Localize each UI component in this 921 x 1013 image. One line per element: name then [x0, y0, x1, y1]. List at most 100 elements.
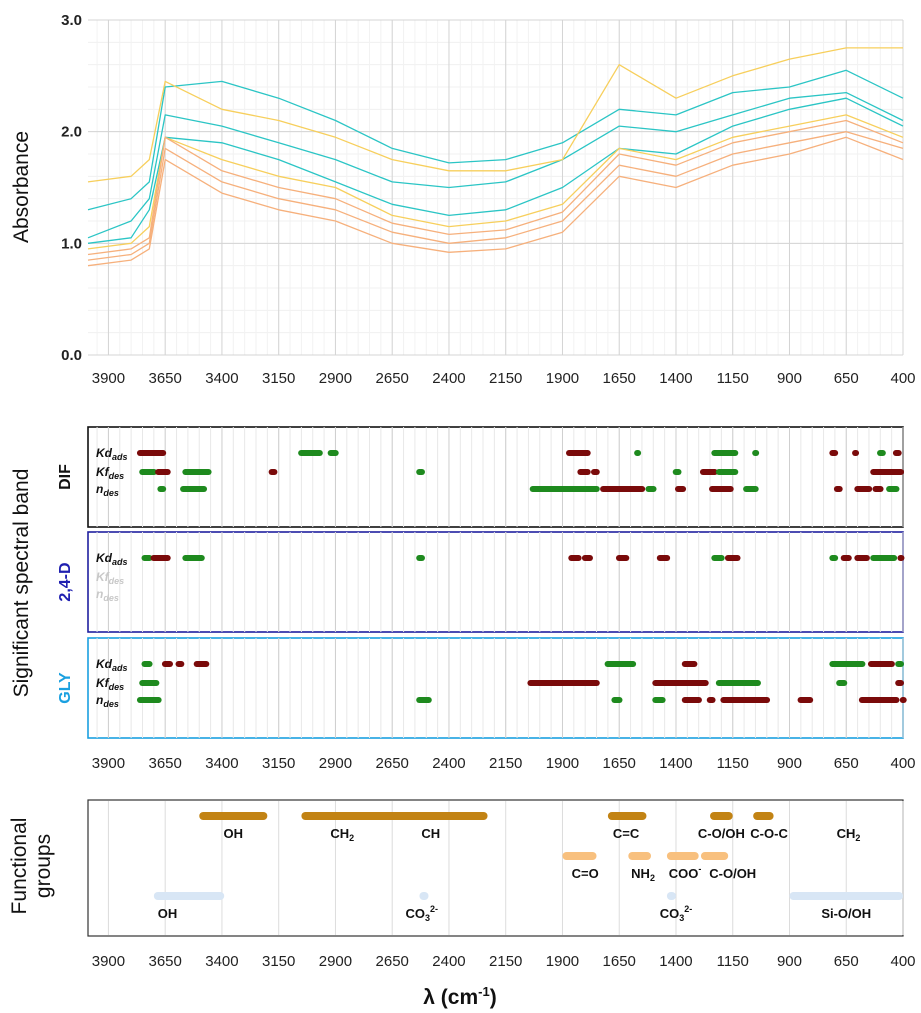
x-tick-label: 900	[777, 370, 802, 387]
row-label-base: Kd	[96, 551, 113, 565]
row-label-subscript: des	[103, 593, 119, 603]
functional-group-label-subscript: 2	[650, 873, 655, 883]
row-label-base: Kf	[96, 570, 110, 584]
band-row-label: Kfdes	[96, 570, 124, 586]
x-tick-label: 2900	[319, 370, 352, 387]
functional-group-label: C=C	[613, 826, 640, 841]
x-tick-label: 2150	[489, 370, 522, 387]
functional-group-label-text: CH	[330, 826, 349, 841]
functional-group-label-text: CO	[660, 906, 680, 921]
functional-groups-x-ticks: 3900 3650 3400 3150 2900 2650 2400 2150 1900 1650…	[92, 953, 916, 970]
spectrum-line-6	[87, 131, 904, 261]
functional-group-label: NH2	[631, 866, 655, 883]
band-row-label: Kdads	[96, 446, 128, 462]
band-panel-name: DIF	[57, 464, 74, 490]
functional-group-label: C-O/OH	[709, 866, 756, 881]
spectrum-line-4	[87, 47, 903, 183]
x-tick-label: 3650	[148, 370, 181, 387]
functional-group-label-superscript: -	[698, 864, 701, 874]
x-tick-label: 3150	[262, 755, 295, 772]
y-tick-label: 2.0	[61, 124, 82, 141]
x-tick-label: 650	[834, 953, 859, 970]
row-label-subscript: des	[109, 471, 125, 481]
functional-group-label-text: Si-O/OH	[821, 906, 871, 921]
x-tick-label: 400	[890, 755, 915, 772]
functional-group-label-text: NH	[631, 866, 650, 881]
absorbance-gridlines	[88, 19, 904, 356]
functional-group-label-subscript: 2	[855, 833, 860, 843]
spectrum-line-3	[87, 97, 904, 244]
band-row-label: ndes	[96, 587, 119, 603]
x-tick-label: 2900	[319, 953, 352, 970]
x-tick-label: 1400	[659, 755, 692, 772]
x-tick-label: 3400	[205, 953, 238, 970]
band-row-label: Kdads	[96, 657, 128, 673]
functional-group-label: Si-O/OH	[821, 906, 871, 921]
spectrum-line-2	[87, 69, 904, 211]
functional-group-label: OH	[158, 906, 178, 921]
band-row-label: Kfdes	[96, 465, 124, 481]
x-tick-label: 1150	[717, 370, 749, 387]
x-tick-label: 2900	[319, 755, 352, 772]
absorbance-series	[87, 47, 904, 267]
x-tick-label: 2150	[489, 755, 522, 772]
x-tick-label: 1900	[546, 755, 579, 772]
functional-group-label: C=O	[572, 866, 599, 881]
x-axis-label: λ (cm-1)	[423, 984, 496, 1009]
x-tick-label: 2400	[432, 953, 465, 970]
x-tick-label: 1650	[603, 755, 636, 772]
functional-group-label-subscript: 3	[679, 913, 684, 923]
x-tick-label: 3650	[148, 953, 181, 970]
functional-group-label-text: C-O/OH	[698, 826, 745, 841]
functional-groups-bars	[153, 812, 903, 900]
x-tick-label: 3150	[262, 370, 295, 387]
functional-group-label-text: OH	[158, 906, 178, 921]
spectrum-line-1	[87, 91, 904, 239]
x-tick-label: 1150	[717, 755, 749, 772]
row-label-base: n	[96, 693, 103, 707]
band-row-label: Kfdes	[96, 676, 124, 692]
functional-group-label: CH	[421, 826, 440, 841]
x-tick-label: 650	[834, 370, 859, 387]
absorbance-x-ticks: 3900 3650 3400 3150 2900 2650 2400 2150 1900 1650…	[92, 370, 916, 387]
functional-group-label: CH2	[330, 826, 354, 843]
y-tick-label: 0.0	[61, 347, 82, 364]
row-label-subscript: des	[109, 576, 125, 586]
x-tick-label: 1400	[659, 370, 692, 387]
row-label-subscript: ads	[112, 557, 128, 567]
significant-bands-y-label: Significant spectral band	[10, 469, 33, 698]
functional-group-label: COO-	[669, 864, 702, 881]
x-tick-label: 650	[834, 755, 859, 772]
row-label-subscript: ads	[112, 452, 128, 462]
y-tick-label: 1.0	[61, 235, 82, 252]
functional-groups-y-label-line1: Functionalgroups	[8, 818, 55, 915]
functional-group-label-text: CO	[405, 906, 425, 921]
significant-bands-x-ticks: 3900 3650 3400 3150 2900 2650 2400 2150 1900 1650…	[92, 755, 916, 772]
row-label-base: Kd	[96, 446, 113, 460]
band-panel-name: GLY	[57, 672, 74, 704]
x-tick-label: 1650	[603, 953, 636, 970]
functional-group-label-superscript: 2-	[430, 904, 438, 914]
functional-group-label-text: C=C	[613, 826, 640, 841]
x-tick-label: 3400	[205, 370, 238, 387]
x-tick-label: 400	[890, 953, 915, 970]
functional-group-label-text: C-O/OH	[709, 866, 756, 881]
functional-group-label-text: CH	[421, 826, 440, 841]
band-panel-name: 2,4-D	[57, 562, 74, 601]
functional-group-label-superscript: 2-	[684, 904, 692, 914]
functional-groups-y-label-word: Functional	[8, 818, 31, 915]
absorbance-y-ticks: 0.0 1.0 2.0 3.0	[61, 12, 82, 364]
functional-group-label-text: C-O-C	[750, 826, 788, 841]
row-label-subscript: ads	[112, 663, 128, 673]
x-tick-label: 2650	[376, 953, 409, 970]
functional-group-label: C-O-C	[750, 826, 788, 841]
x-axis-label-superscript: -1	[478, 984, 490, 999]
functional-group-label: CO32-	[405, 904, 438, 923]
x-tick-label: 1900	[546, 370, 579, 387]
functional-group-label: CH2	[837, 826, 861, 843]
x-tick-label: 2150	[489, 953, 522, 970]
row-label-base: n	[96, 587, 103, 601]
